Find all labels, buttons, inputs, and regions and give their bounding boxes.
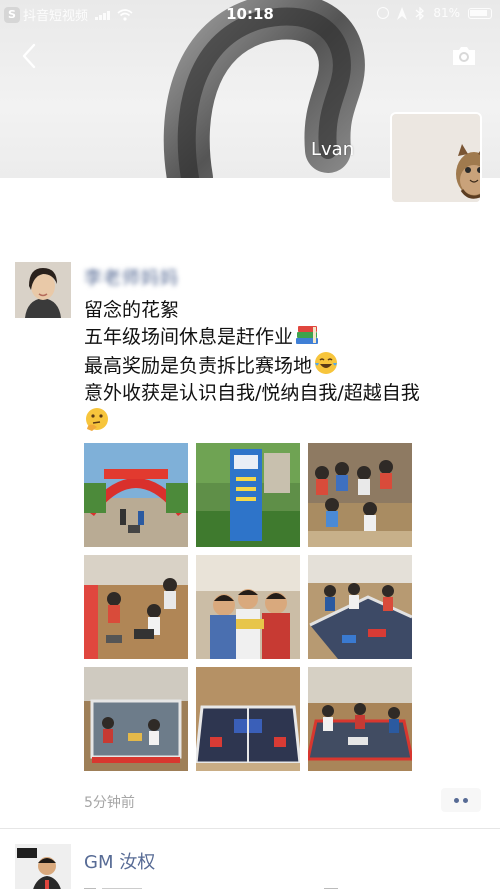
post-line-5-row	[84, 407, 484, 438]
post-line-1: 留念的花絮	[84, 299, 180, 321]
screen-rotation-lock-icon	[377, 7, 390, 19]
photo-thumbnail-2[interactable]	[196, 443, 300, 547]
status-time: 10:18	[226, 5, 274, 23]
photo-thumbnail-9[interactable]	[308, 667, 412, 771]
post-line-4: 意外收获是认识自我/悦纳自我/超越自我	[84, 382, 420, 404]
photo-thumbnail-8[interactable]	[196, 667, 300, 771]
author-avatar[interactable]	[15, 262, 71, 318]
next-post-text-peek	[84, 878, 484, 889]
books-emoji-icon	[296, 326, 319, 344]
thinking-face-emoji-icon	[86, 408, 108, 431]
bluetooth-icon	[415, 6, 425, 20]
photo-thumbnail-6[interactable]	[308, 555, 412, 659]
status-carrier: 抖音短视频	[23, 9, 89, 24]
cover-photo[interactable]: S 抖音短视频 10:18 81%	[0, 0, 500, 178]
next-author-name[interactable]: GM 汝权	[84, 852, 156, 873]
cat-avatar-image	[392, 114, 480, 202]
post-divider	[0, 828, 500, 829]
post-timestamp: 5分钟前	[84, 795, 135, 811]
battery-percent: 81%	[433, 6, 460, 20]
photo-thumbnail-7[interactable]	[84, 667, 188, 771]
post-line-2-row: 五年级场间休息是赶作业	[84, 324, 484, 351]
signal-icon	[95, 9, 111, 20]
my-avatar[interactable]	[390, 112, 482, 204]
camera-icon[interactable]	[450, 44, 478, 68]
author-name[interactable]: 李老师妈妈	[84, 268, 179, 289]
status-bar: S 抖音短视频 10:18 81%	[0, 0, 500, 28]
photo-thumbnail-4[interactable]	[84, 555, 188, 659]
douyin-app-icon: S	[4, 6, 20, 23]
photo-thumbnail-3[interactable]	[308, 443, 412, 547]
battery-icon	[468, 7, 492, 19]
post-line-2: 五年级场间休息是赶作业	[84, 326, 294, 348]
photo-thumbnail-1[interactable]	[84, 443, 188, 547]
tears-of-joy-emoji-icon	[315, 352, 338, 374]
back-icon[interactable]	[18, 42, 42, 70]
like-comment-button[interactable]	[441, 788, 481, 812]
post-text: 留念的花絮 五年级场间休息是赶作业 最高奖励是负责拆比赛场地 意外收获是认识自我…	[84, 297, 484, 438]
dot-icon	[463, 798, 468, 803]
wifi-icon	[117, 8, 133, 21]
my-nickname[interactable]: Lvan	[311, 139, 355, 160]
photo-thumbnail-5[interactable]	[196, 555, 300, 659]
post-line-3: 最高奖励是负责拆比赛场地	[84, 355, 313, 377]
dot-icon	[454, 798, 459, 803]
location-icon	[397, 6, 408, 20]
cat-tail-image	[163, 0, 365, 178]
post-line-3-row: 最高奖励是负责拆比赛场地	[84, 351, 484, 380]
next-author-avatar[interactable]	[15, 844, 71, 889]
